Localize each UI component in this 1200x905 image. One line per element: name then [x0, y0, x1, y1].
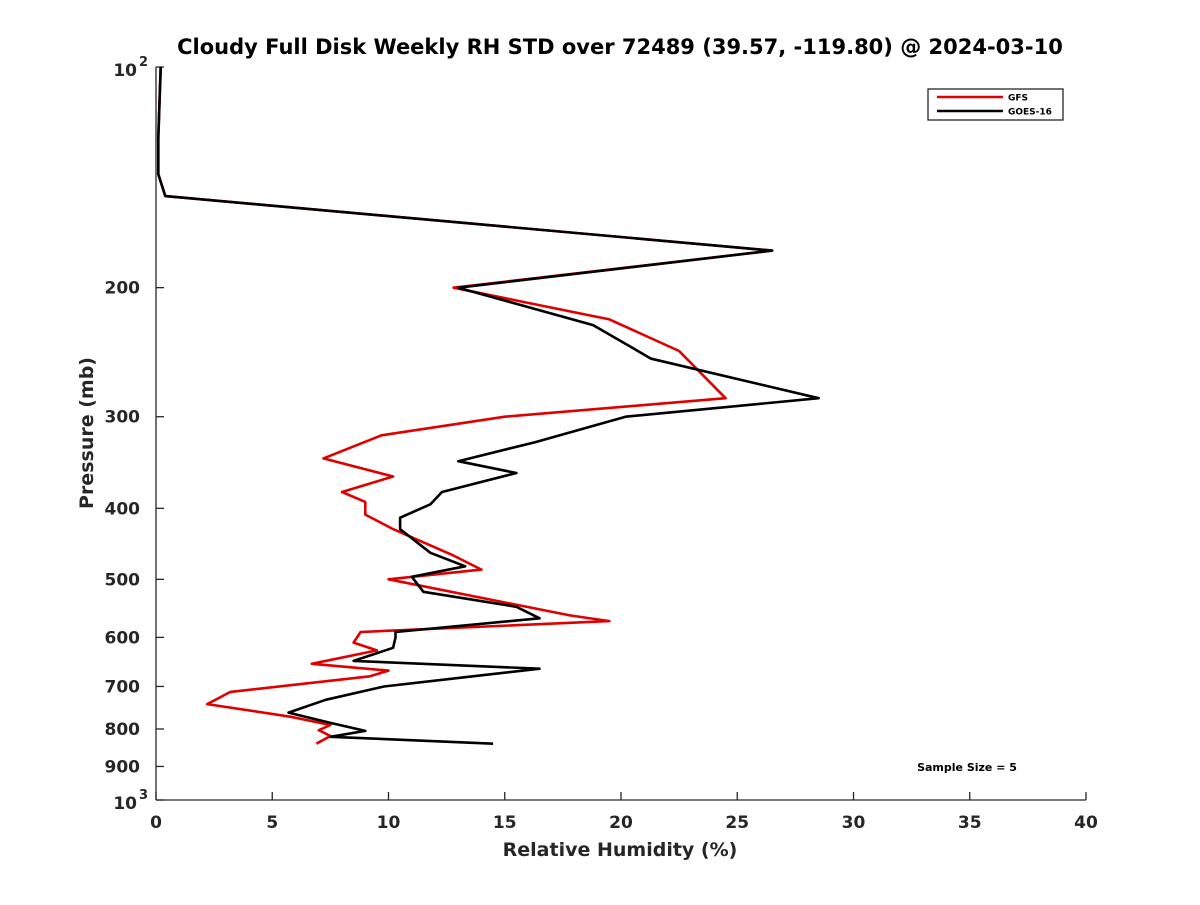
- x-axis-label: Relative Humidity (%): [503, 839, 738, 861]
- y-tick-label-base: 10: [113, 61, 137, 81]
- y-tick-label: 800: [105, 720, 141, 740]
- y-tick-label: 200: [105, 279, 141, 299]
- y-tick-label: 300: [105, 408, 141, 428]
- x-tick-label: 40: [1074, 813, 1098, 833]
- y-axis-label: Pressure (mb): [76, 357, 98, 509]
- y-tick-label: 700: [105, 677, 141, 697]
- legend-entry: GOES-16: [1008, 108, 1052, 118]
- plot-axes: 0 5 10 15 20 25 30 35 40210200300400500600700800…: [105, 55, 1098, 833]
- chart-title: Cloudy Full Disk Weekly RH STD over 7248…: [177, 35, 1063, 59]
- legend-box: [927, 88, 1064, 121]
- x-tick-label: 15: [493, 813, 517, 833]
- sample-size-annotation: Sample Size = 5: [917, 761, 1017, 774]
- legend-entry: GFS: [1008, 94, 1028, 104]
- x-tick-label: 30: [842, 813, 866, 833]
- plot-series: [157, 66, 820, 745]
- series-line-goes-16: [157, 66, 820, 745]
- series-line-gfs: [157, 66, 774, 745]
- y-tick-label-exponent: 2: [139, 55, 148, 70]
- legend: GFS GOES-16: [927, 88, 1064, 121]
- y-tick-label: 900: [105, 757, 141, 777]
- y-tick-label-exponent: 3: [139, 788, 148, 803]
- y-tick-label: 500: [105, 570, 141, 590]
- x-tick-label: 10: [377, 813, 401, 833]
- y-tick-label-base: 10: [113, 794, 137, 814]
- x-tick-label: 25: [725, 813, 749, 833]
- y-tick-label: 600: [105, 628, 141, 648]
- x-tick-label: 0: [150, 813, 162, 833]
- x-tick-label: 20: [609, 813, 633, 833]
- x-tick-label: 5: [266, 813, 278, 833]
- x-tick-label: 35: [958, 813, 982, 833]
- y-tick-label: 400: [105, 499, 141, 519]
